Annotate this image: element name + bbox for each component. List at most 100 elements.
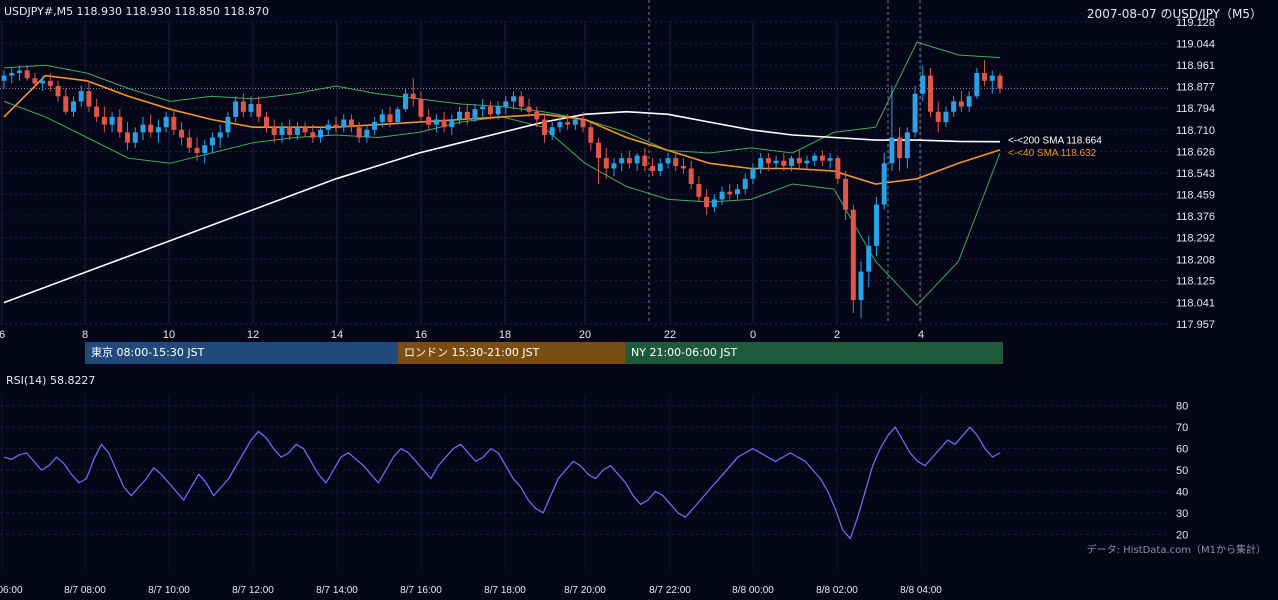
candle-body (827, 158, 833, 161)
rsi-tick-label: 30 (1176, 508, 1188, 520)
candle-body (310, 132, 316, 138)
candle-body (16, 70, 22, 74)
candle-body (866, 245, 872, 272)
candle-body (318, 129, 324, 138)
candle-body (796, 158, 802, 164)
price-tick-label: 118.208 (1176, 254, 1215, 266)
candle-body (248, 104, 254, 112)
candle-body (696, 183, 702, 197)
date-tick-label: 8/7 08:00 (64, 585, 106, 596)
date-tick-label: 8/8 02:00 (816, 585, 858, 596)
candle-body (457, 111, 463, 120)
symbol-info: USDJPY#,M5 118.930 118.930 118.850 118.8… (4, 5, 269, 18)
price-tick-label: 118.376 (1176, 211, 1215, 223)
candle-body (402, 93, 408, 110)
candle-body (603, 158, 609, 169)
candle-body (372, 122, 378, 130)
date-tick-label: 8/8 00:00 (732, 585, 774, 596)
candle-body (611, 163, 617, 169)
candle-body (518, 96, 524, 107)
candle-body (264, 116, 270, 128)
candle-body (704, 196, 710, 208)
time-tick-label: 12 (247, 329, 259, 341)
candle-body (680, 165, 686, 169)
time-tick-label: 16 (415, 329, 427, 341)
candle-body (24, 70, 30, 79)
candle-body (333, 124, 339, 128)
candle-body (804, 160, 810, 164)
candle-body (989, 75, 995, 81)
rsi-line (3, 426, 1001, 540)
time-tick-label: 2 (834, 329, 840, 341)
candle-body (958, 101, 964, 107)
price-tick-label: 119.128 (1176, 17, 1215, 29)
candle-body (580, 119, 586, 128)
candle-body (789, 158, 795, 166)
candle-body (341, 119, 347, 128)
candle-body (588, 127, 594, 143)
candle-body (433, 119, 439, 125)
date-tick-label: 8/7 14:00 (316, 585, 358, 596)
candle-body (920, 75, 926, 94)
candle-body (773, 160, 779, 164)
candle-body (928, 75, 934, 112)
candle-body (750, 168, 756, 179)
candle-body (9, 73, 15, 76)
candle-body (889, 137, 895, 164)
candle-body (94, 106, 100, 117)
price-tick-label: 118.794 (1176, 103, 1215, 115)
sma40-label: <-<40 SMA 118.632 (1008, 148, 1097, 159)
candle-body (441, 119, 447, 128)
candle-body (650, 165, 656, 172)
candle-body (426, 116, 432, 125)
candle-body (209, 137, 215, 146)
candle-body (480, 106, 486, 110)
candle-body (511, 96, 517, 102)
candle-body (727, 191, 733, 195)
candle-body (982, 73, 988, 81)
rsi-panel (0, 405, 1170, 540)
candle-body (572, 119, 578, 125)
candle-body (642, 155, 648, 166)
candle-body (596, 142, 602, 159)
session-dividers (648, 0, 921, 324)
candle-body (410, 93, 416, 99)
time-tick-label: 22 (664, 329, 676, 341)
time-tick-label: 0 (750, 329, 756, 341)
date-tick-label: 8/7 22:00 (649, 585, 691, 596)
candle-body (101, 116, 107, 125)
candle-body (117, 116, 123, 133)
candle-body (271, 127, 277, 135)
time-tick-label: 6 (0, 329, 5, 341)
sma40-line (3, 74, 1001, 185)
candle-body (217, 132, 223, 138)
time-tick-label: 10 (163, 329, 175, 341)
candle-body (881, 163, 887, 205)
candle-body (47, 80, 53, 86)
price-tick-label: 118.041 (1176, 297, 1215, 309)
candle-body (364, 129, 370, 138)
candle-body (86, 91, 92, 107)
candlesticks (1, 60, 1003, 319)
candle-body (155, 127, 161, 133)
price-tick-label: 118.459 (1176, 190, 1215, 202)
candle-body (63, 96, 69, 112)
candle-body (302, 127, 308, 133)
sma200-label: <-<200 SMA 118.664 (1008, 136, 1102, 147)
candle-body (541, 119, 547, 135)
date-tick-label: 8/7 12:00 (232, 585, 274, 596)
candle-body (897, 137, 903, 159)
price-tick-label: 118.710 (1176, 125, 1215, 137)
rsi-title: RSI(14) 58.8227 (6, 374, 96, 387)
candle-body (179, 129, 185, 138)
candle-body (348, 119, 354, 128)
candle-body (858, 271, 864, 301)
price-tick-label: 118.543 (1176, 168, 1215, 180)
candle-body (943, 111, 949, 123)
candle-body (688, 168, 694, 184)
date-tick-label: 06:00 (0, 585, 23, 596)
price-tick-label: 118.125 (1176, 276, 1215, 288)
candle-body (32, 78, 38, 84)
price-tick-label: 119.044 (1176, 39, 1215, 51)
candle-body (850, 209, 856, 301)
